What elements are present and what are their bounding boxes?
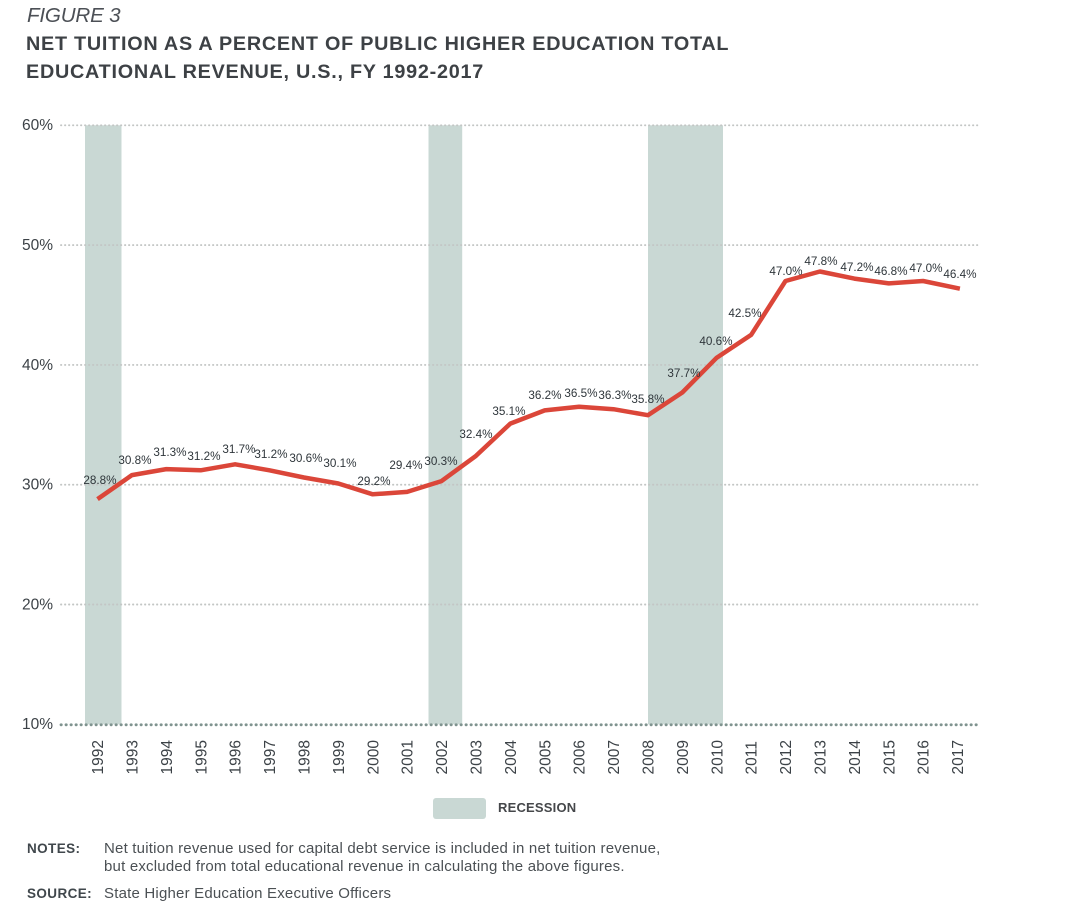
svg-text:2001: 2001	[400, 740, 417, 774]
svg-text:35.1%: 35.1%	[492, 405, 525, 418]
svg-text:2009: 2009	[675, 740, 692, 774]
svg-text:2004: 2004	[503, 740, 520, 775]
svg-text:46.4%: 46.4%	[943, 268, 976, 281]
svg-text:2016: 2016	[916, 740, 933, 774]
svg-text:31.2%: 31.2%	[254, 448, 287, 461]
svg-text:36.2%: 36.2%	[528, 389, 561, 402]
svg-text:50%: 50%	[22, 237, 53, 254]
svg-text:2007: 2007	[606, 740, 623, 774]
svg-text:32.4%: 32.4%	[459, 428, 492, 441]
svg-text:1994: 1994	[159, 740, 176, 775]
svg-text:47.0%: 47.0%	[909, 262, 942, 275]
svg-text:42.5%: 42.5%	[728, 307, 761, 320]
svg-text:30.8%: 30.8%	[118, 454, 151, 467]
svg-text:36.5%: 36.5%	[564, 387, 597, 400]
svg-text:2015: 2015	[881, 740, 898, 774]
svg-text:10%: 10%	[22, 716, 53, 733]
svg-text:60%: 60%	[22, 117, 53, 134]
svg-text:2002: 2002	[434, 740, 451, 774]
svg-text:1996: 1996	[228, 740, 245, 774]
svg-text:46.8%: 46.8%	[874, 265, 907, 278]
svg-text:47.2%: 47.2%	[840, 261, 873, 274]
svg-text:2000: 2000	[365, 740, 382, 775]
svg-text:2006: 2006	[572, 740, 589, 774]
svg-text:2017: 2017	[950, 740, 967, 774]
svg-text:2012: 2012	[778, 740, 795, 774]
svg-text:28.8%: 28.8%	[83, 474, 116, 487]
svg-text:40.6%: 40.6%	[699, 335, 732, 348]
svg-text:40%: 40%	[22, 357, 53, 374]
svg-text:2014: 2014	[847, 740, 864, 775]
svg-text:29.4%: 29.4%	[389, 459, 422, 472]
svg-text:30.6%: 30.6%	[289, 452, 322, 465]
svg-text:30.3%: 30.3%	[424, 455, 457, 468]
svg-text:2013: 2013	[813, 740, 830, 774]
svg-text:30%: 30%	[22, 477, 53, 494]
svg-text:47.0%: 47.0%	[769, 265, 802, 278]
svg-text:1993: 1993	[125, 740, 142, 774]
svg-text:2011: 2011	[744, 741, 761, 774]
svg-text:1995: 1995	[193, 740, 210, 774]
svg-text:20%: 20%	[22, 596, 53, 613]
svg-text:1999: 1999	[331, 740, 348, 774]
svg-text:47.8%: 47.8%	[804, 255, 837, 268]
svg-text:2010: 2010	[709, 740, 726, 775]
svg-text:31.2%: 31.2%	[187, 450, 220, 463]
svg-text:2003: 2003	[469, 740, 486, 774]
svg-text:36.3%: 36.3%	[598, 389, 631, 402]
svg-text:35.8%: 35.8%	[631, 393, 664, 406]
svg-text:30.1%: 30.1%	[323, 457, 356, 470]
svg-text:1992: 1992	[90, 740, 107, 774]
svg-text:29.2%: 29.2%	[357, 475, 390, 488]
svg-text:37.7%: 37.7%	[667, 367, 700, 380]
svg-text:2008: 2008	[641, 740, 658, 774]
svg-text:31.7%: 31.7%	[222, 443, 255, 456]
svg-text:2005: 2005	[537, 740, 554, 774]
svg-text:31.3%: 31.3%	[153, 446, 186, 459]
svg-text:1998: 1998	[297, 740, 314, 774]
svg-text:1997: 1997	[262, 740, 279, 774]
